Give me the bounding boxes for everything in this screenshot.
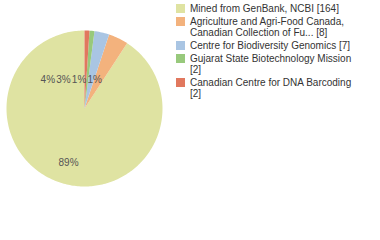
svg-text:1%: 1%	[72, 74, 87, 85]
html-text:Gujarat State Biotechnology Mi: Gujarat State Biotechnology Mission [2]	[190, 53, 352, 75]
svg-text:3%: 3%	[56, 74, 71, 85]
svg-text:4%: 4%	[41, 74, 56, 85]
html-text:Mined from GenBank, NCBI [164]: Mined from GenBank, NCBI [164]	[190, 3, 339, 14]
html-text:Centre for Biodiversity Genomi: Centre for Biodiversity Genomics [7]	[190, 40, 351, 51]
svg-text:1%: 1%	[87, 74, 102, 85]
html-text:Canadian Centre for DNA Barcod: Canadian Centre for DNA Barcoding [2]	[190, 77, 352, 99]
html-text:Agriculture and Agri-Food Cana: Agriculture and Agri-Food Canada, Canadi…	[190, 16, 344, 38]
svg-text:89%: 89%	[59, 157, 79, 168]
